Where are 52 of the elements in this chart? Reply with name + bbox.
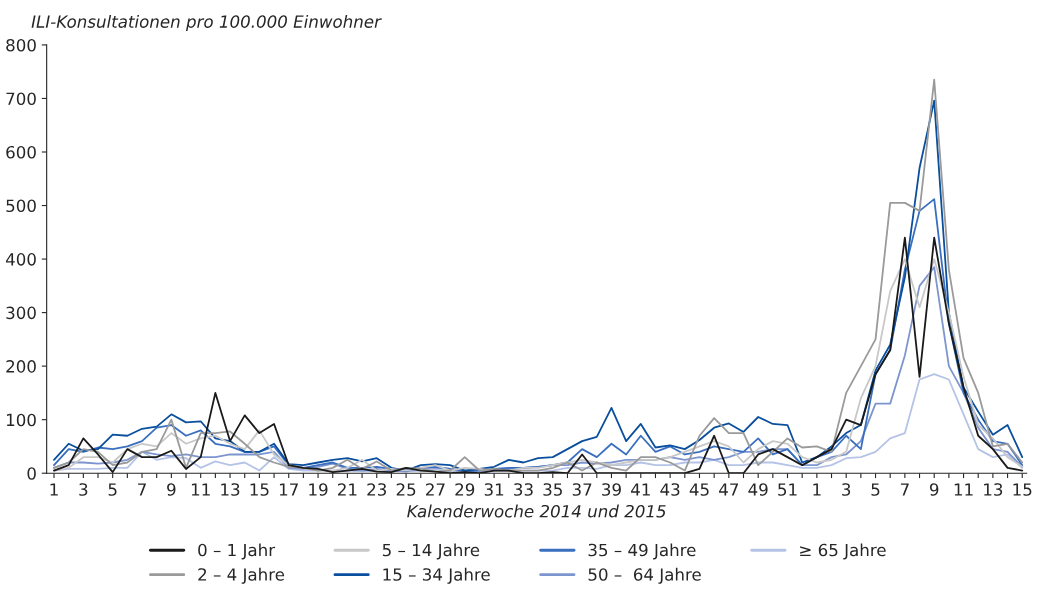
x-tick-label: 13 xyxy=(984,483,1003,496)
y-axis-title: ILI-Konsultationen pro 100.000 Einwohner xyxy=(31,14,382,32)
x-tick-label: 11 xyxy=(954,483,973,496)
legend-label: 15 – 34 Jahre xyxy=(383,567,490,584)
x-tick-label: 45 xyxy=(689,483,709,496)
y-tick-label: 500 xyxy=(6,199,36,213)
x-tick-label: 31 xyxy=(484,483,504,496)
x-tick-label: 1 xyxy=(813,483,821,496)
x-tick-label: 39 xyxy=(602,483,621,496)
x-tick-label: 37 xyxy=(572,483,592,496)
x-tick-label: 15 xyxy=(250,483,269,496)
x-tick-label: 9 xyxy=(167,483,176,496)
x-tick-label: 47 xyxy=(719,483,739,496)
legend-label: 0 – 1 Jahr xyxy=(198,543,276,560)
legend-label: 50 – 64 Jahre xyxy=(588,567,701,584)
x-tick-label: 43 xyxy=(660,483,680,496)
x-tick-label: 1 xyxy=(50,483,58,496)
legend-label: ≥ 65 Jahre xyxy=(800,543,886,560)
y-tick-label: 0 xyxy=(27,467,36,480)
y-tick-label: 200 xyxy=(6,360,36,373)
legend-label: 5 – 14 Jahre xyxy=(382,543,480,560)
x-tick-label: 51 xyxy=(778,483,797,496)
x-tick-label: 49 xyxy=(748,483,768,496)
x-tick-label: 27 xyxy=(426,483,445,496)
x-tick-label: 33 xyxy=(514,483,533,496)
legend-label: 2 – 4 Jahre xyxy=(198,567,285,584)
x-tick-label: 15 xyxy=(1013,483,1032,496)
x-tick-label: 7 xyxy=(138,483,146,496)
legend-label: 35 – 49 Jahre xyxy=(588,543,696,560)
x-tick-label: 3 xyxy=(842,483,851,496)
y-tick-label: 400 xyxy=(5,253,36,266)
x-tick-label: 9 xyxy=(929,483,939,496)
y-tick-label: 700 xyxy=(6,92,36,106)
x-tick-label: 21 xyxy=(338,483,357,496)
x-tick-label: 17 xyxy=(279,483,298,496)
x-tick-label: 3 xyxy=(79,483,88,496)
x-tick-label: 11 xyxy=(191,483,210,496)
x-tick-label: 29 xyxy=(455,483,475,496)
y-tick-label: 600 xyxy=(6,145,36,159)
x-tick-label: 13 xyxy=(221,483,240,496)
x-tick-label: 5 xyxy=(871,483,880,496)
y-tick-label: 800 xyxy=(6,38,36,52)
x-tick-label: 19 xyxy=(309,483,328,496)
x-tick-label: 5 xyxy=(108,483,117,496)
x-tick-label: 41 xyxy=(631,483,650,496)
x-tick-label: 35 xyxy=(543,483,562,496)
x-tick-label: 7 xyxy=(900,483,909,496)
x-tick-label: 25 xyxy=(396,483,416,496)
x-axis-title: Kalenderwoche 2014 und 2015 xyxy=(407,504,666,518)
x-tick-label: 23 xyxy=(367,483,387,496)
y-tick-label: 100 xyxy=(6,413,36,427)
y-tick-label: 300 xyxy=(6,306,36,320)
